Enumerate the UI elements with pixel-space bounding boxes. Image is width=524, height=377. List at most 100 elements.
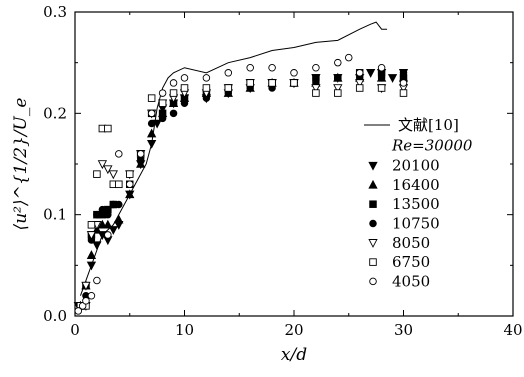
data-point: [399, 79, 408, 87]
data-point: [158, 89, 167, 97]
legend-marker: [369, 200, 377, 208]
series-10750: [76, 69, 408, 310]
legend-label: 文献[10]: [398, 116, 459, 134]
data-point: [103, 219, 113, 229]
data-point: [97, 219, 108, 229]
data-point: [180, 99, 189, 107]
data-point: [87, 291, 96, 300]
data-point: [355, 79, 365, 88]
data-point: [93, 210, 101, 219]
legend-marker: [368, 179, 378, 189]
data-point: [158, 99, 167, 107]
data-point: [115, 180, 123, 189]
data-point: [86, 250, 97, 259]
y-tick-label: 0.3: [43, 3, 67, 21]
x-tick-label: 0: [70, 321, 80, 339]
data-point: [268, 63, 276, 72]
series-line: [79, 21, 388, 296]
data-point: [136, 158, 146, 168]
data-point: [377, 84, 386, 92]
x-axis-ticks: 0 10 20 30 40: [70, 12, 523, 339]
x-tick-label: 10: [175, 321, 194, 339]
data-point: [147, 94, 156, 102]
data-point: [312, 63, 320, 72]
y-axis-title: ⟨u²⟩^{1/2}/U_e: [11, 98, 31, 231]
data-point: [108, 170, 118, 180]
data-point: [169, 79, 178, 87]
data-point: [290, 69, 298, 77]
data-point: [81, 281, 91, 291]
legend-label: 8050: [392, 234, 430, 252]
data-point: [104, 231, 112, 239]
data-point: [387, 74, 398, 83]
data-point: [92, 241, 102, 251]
legend-marker: [368, 239, 378, 248]
data-point: [334, 89, 342, 97]
data-point: [169, 109, 178, 118]
data-point: [97, 160, 108, 170]
data-point: [82, 297, 90, 305]
data-point: [202, 84, 211, 92]
data-point: [399, 89, 408, 97]
data-point: [180, 74, 189, 82]
data-point: [268, 79, 276, 87]
data-point: [180, 84, 189, 92]
legend-marker: [368, 161, 378, 171]
data-point: [290, 79, 298, 87]
data-point: [86, 231, 97, 240]
data-point: [115, 200, 123, 209]
series-4050: [74, 53, 408, 315]
y-tick-label: 0.0: [43, 307, 67, 325]
legend-label: 20100: [392, 157, 440, 175]
data-point: [136, 150, 145, 158]
y-tick-label: 0.2: [43, 104, 67, 122]
series-20100: [73, 69, 409, 311]
data-point: [355, 69, 364, 77]
data-point: [147, 109, 156, 118]
data-point: [147, 119, 156, 128]
data-point: [86, 261, 97, 271]
y-axis-ticks: 0.0 0.1 0.2 0.3: [43, 3, 513, 325]
data-point: [312, 89, 320, 97]
series-8050: [75, 79, 409, 311]
legend-label: 13500: [392, 195, 440, 213]
data-point: [98, 205, 107, 214]
legend-label: 4050: [392, 272, 430, 290]
data-point: [103, 165, 113, 175]
data-point: [115, 150, 123, 158]
data-point: [333, 84, 343, 94]
data-point: [74, 307, 83, 315]
data-point: [345, 53, 353, 62]
data-point: [169, 89, 178, 97]
data-point: [399, 69, 408, 77]
legend-marker: [369, 219, 377, 228]
data-point: [246, 63, 254, 72]
data-point: [125, 170, 134, 178]
data-point: [355, 84, 364, 92]
x-tick-label: 40: [503, 321, 522, 339]
data-point: [377, 74, 386, 82]
legend-title: Re=30000: [391, 136, 473, 154]
series-layer: [73, 21, 409, 315]
series-文献[10]: [79, 21, 388, 296]
data-point: [125, 189, 135, 199]
data-point: [366, 69, 376, 78]
data-point: [224, 84, 233, 92]
y-tick-label: 0.1: [43, 206, 67, 224]
data-point: [246, 79, 254, 87]
data-point: [311, 84, 321, 94]
data-point: [202, 74, 211, 82]
series-13500: [76, 69, 408, 310]
series-6750: [76, 79, 408, 310]
legend-label: 6750: [392, 253, 430, 271]
legend-marker: [369, 258, 377, 266]
axis-titles: x/d ⟨u²⟩^{1/2}/U_e: [11, 98, 307, 365]
data-point: [377, 63, 386, 72]
data-point: [125, 180, 134, 189]
data-point: [93, 170, 101, 178]
data-point: [334, 58, 342, 67]
data-point: [93, 276, 101, 285]
x-tick-label: 20: [284, 321, 303, 339]
